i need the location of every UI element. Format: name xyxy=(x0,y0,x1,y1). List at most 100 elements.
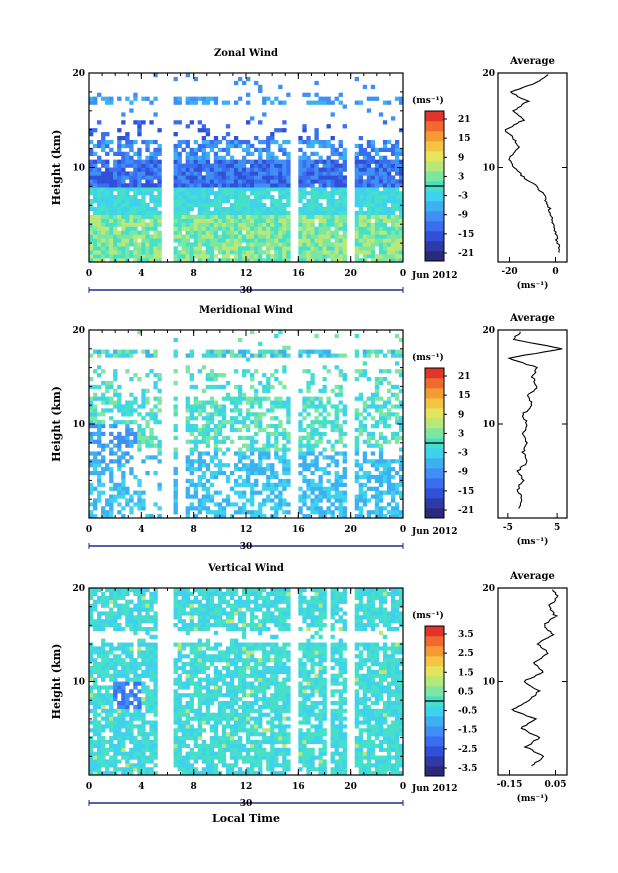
x-tick-label: 8 xyxy=(191,525,197,535)
colorbar-tick: 3 xyxy=(458,429,464,439)
colorbar-tick: 3 xyxy=(458,172,464,182)
colorbar-tick: 9 xyxy=(458,153,464,163)
x-tick-label: 0 xyxy=(86,269,92,279)
x-tick-label: 16 xyxy=(292,525,305,535)
y-axis-label: Height (km) xyxy=(50,386,63,462)
y-axis-label: Height (km) xyxy=(50,644,63,720)
profile-title: Average xyxy=(509,313,555,324)
x-tick-label: 8 xyxy=(191,782,197,792)
panel-title: Meridional Wind xyxy=(199,305,293,316)
colorbar-swatch xyxy=(425,201,444,212)
colorbar-tick: -0.5 xyxy=(458,707,477,717)
colorbar-tick: -21 xyxy=(458,506,474,516)
x-tick-label: 4 xyxy=(138,269,144,279)
profile-line xyxy=(507,331,563,509)
colorbar-swatch xyxy=(425,428,444,439)
profile-title: Average xyxy=(509,571,555,582)
colorbar-tick: 21 xyxy=(458,372,471,382)
colorbar-tick: -15 xyxy=(458,487,474,497)
colorbar-tick: 15 xyxy=(458,134,471,144)
date-label: 30 xyxy=(240,542,253,552)
panel-title: Zonal Wind xyxy=(214,48,278,59)
colorbar-swatch xyxy=(425,468,444,479)
colorbar-swatch xyxy=(425,211,444,222)
x-tick-label: 0 xyxy=(400,782,406,792)
profile-frame xyxy=(497,72,568,263)
y-tick-label: 10 xyxy=(72,164,85,174)
panel-title: Vertical Wind xyxy=(207,563,284,574)
profile-unit: (ms⁻¹) xyxy=(517,280,549,291)
colorbar-tick: 21 xyxy=(458,115,471,125)
x-tick-label: 12 xyxy=(240,782,253,792)
colorbar-unit: (ms⁻¹) xyxy=(412,610,444,621)
colorbar-tick: 15 xyxy=(458,391,471,401)
y-tick-label: 20 xyxy=(72,584,85,594)
colorbar-tick: 0.5 xyxy=(458,687,474,697)
month-label: Jun 2012 xyxy=(411,527,458,537)
colorbar-swatch xyxy=(425,716,444,727)
colorbar-swatch xyxy=(425,368,444,379)
colorbar-swatch xyxy=(425,488,444,499)
month-label: Jun 2012 xyxy=(411,784,458,794)
colorbar-swatch xyxy=(425,251,444,262)
profile-unit: (ms⁻¹) xyxy=(517,793,549,804)
profile-x-tick: 0.05 xyxy=(545,780,567,790)
colorbar-swatch xyxy=(425,111,444,122)
profile-x-tick: -5 xyxy=(503,523,513,533)
colorbar-swatch xyxy=(425,121,444,132)
colorbar-swatch xyxy=(425,666,444,677)
colorbar-swatch xyxy=(425,378,444,389)
colorbar-swatch xyxy=(425,626,444,637)
panel-3 xyxy=(88,587,568,806)
colorbar-swatch xyxy=(425,766,444,777)
colorbar-swatch xyxy=(425,398,444,409)
x-tick-label: 12 xyxy=(240,525,253,535)
x-tick-label: 0 xyxy=(86,525,92,535)
panel-1 xyxy=(88,72,568,293)
x-tick-label: 8 xyxy=(191,269,197,279)
profile-x-tick: 5 xyxy=(554,523,560,533)
month-label: Jun 2012 xyxy=(411,271,458,281)
profile-y-tick: 20 xyxy=(482,69,495,79)
profile-x-tick: -0.15 xyxy=(497,780,523,790)
colorbar-tick: 2.5 xyxy=(458,649,474,659)
x-tick-label: 4 xyxy=(138,782,144,792)
colorbar-swatch xyxy=(425,508,444,519)
colorbar-swatch xyxy=(425,448,444,459)
colorbar-swatch xyxy=(425,736,444,747)
colorbar-swatch xyxy=(425,646,444,657)
colorbar-swatch xyxy=(425,478,444,489)
x-tick-label: 20 xyxy=(344,269,357,279)
colorbar-swatch xyxy=(425,241,444,252)
colorbar-swatch xyxy=(425,756,444,767)
profile-line xyxy=(504,74,561,253)
colorbar-unit: (ms⁻¹) xyxy=(412,95,444,106)
profile-title: Average xyxy=(509,56,555,67)
y-tick-label: 10 xyxy=(72,678,85,688)
y-tick-label: 20 xyxy=(72,326,85,336)
x-tick-label: 16 xyxy=(292,782,305,792)
x-tick-label: 20 xyxy=(344,525,357,535)
colorbar-tick: -1.5 xyxy=(458,726,477,736)
profile-line xyxy=(511,589,559,767)
x-tick-label: 12 xyxy=(240,269,253,279)
x-tick-label: 16 xyxy=(292,269,305,279)
colorbar-swatch xyxy=(425,746,444,757)
x-tick-label: 20 xyxy=(344,782,357,792)
profile-y-tick: 10 xyxy=(482,678,495,688)
colorbar-swatch xyxy=(425,726,444,737)
colorbar-swatch xyxy=(425,676,444,687)
colorbar-swatch xyxy=(425,458,444,469)
colorbar-unit: (ms⁻¹) xyxy=(412,352,444,363)
profile-unit: (ms⁻¹) xyxy=(517,536,549,547)
x-axis-label: Local Time xyxy=(212,812,280,825)
colorbar-swatch xyxy=(425,498,444,509)
colorbar-swatch xyxy=(425,151,444,162)
x-tick-label: 0 xyxy=(400,269,406,279)
colorbar-swatch xyxy=(425,191,444,202)
y-axis-label: Height (km) xyxy=(50,130,63,206)
colorbar-swatch xyxy=(425,388,444,399)
colorbar-tick: -9 xyxy=(458,468,468,478)
panel-2 xyxy=(88,329,568,549)
